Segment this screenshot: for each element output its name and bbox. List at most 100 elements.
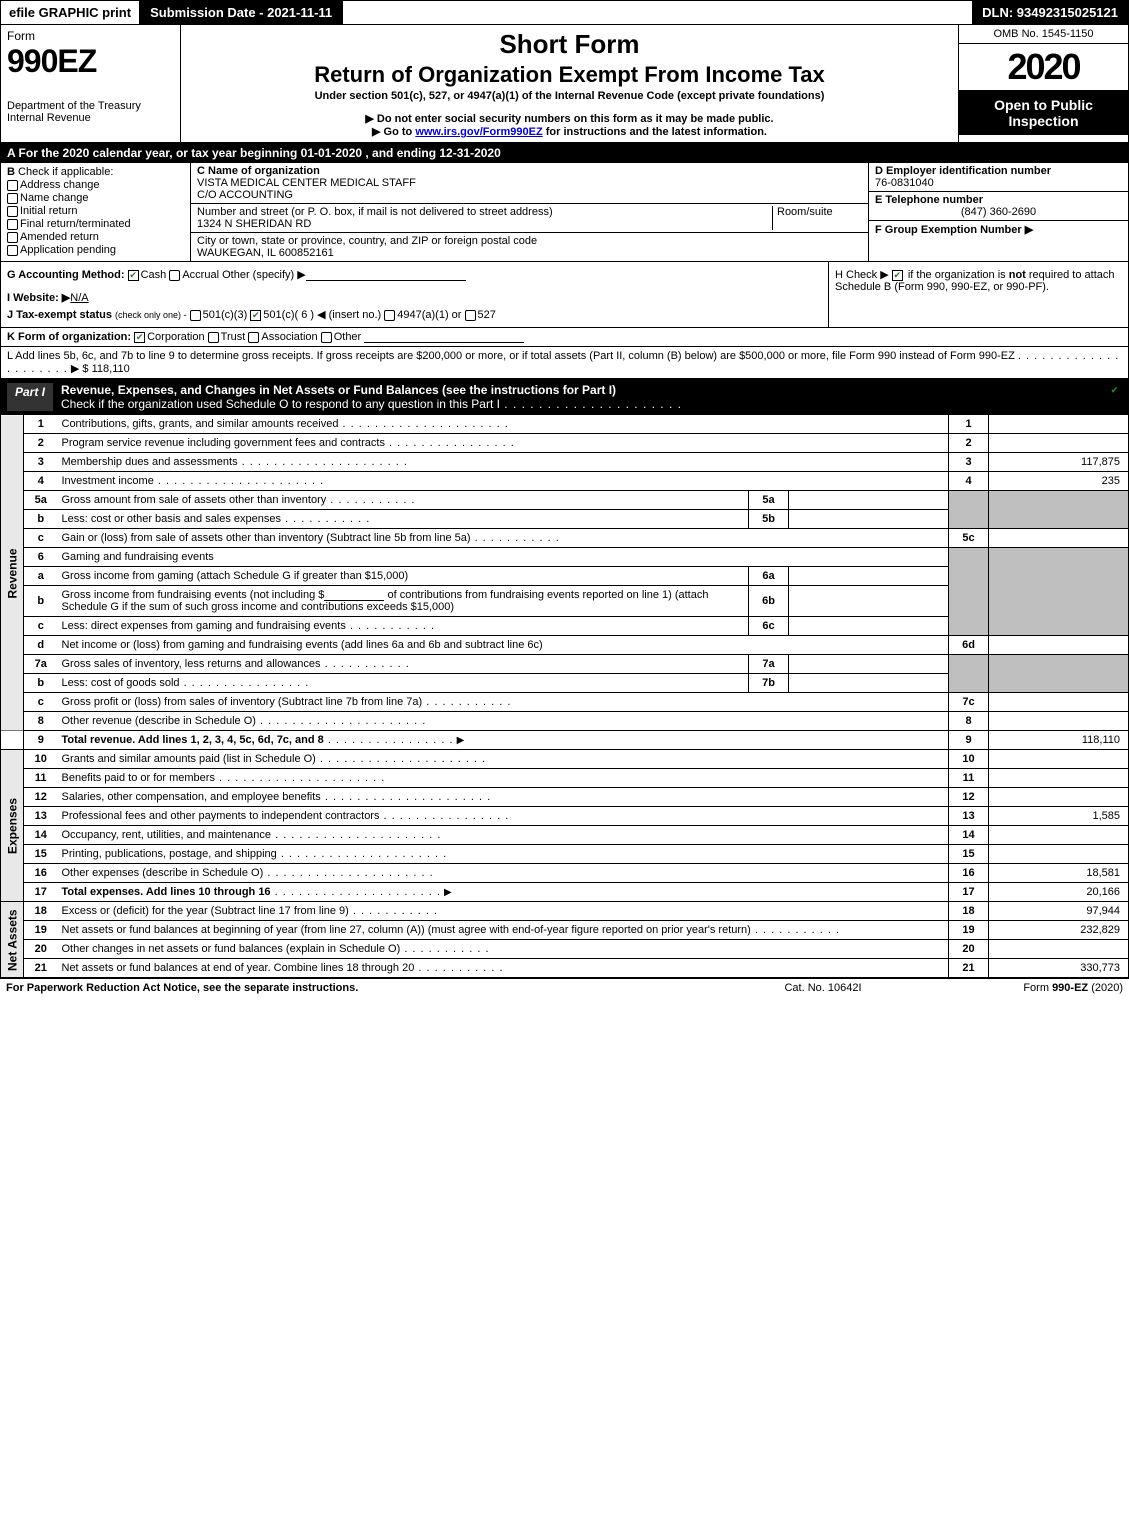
- k-assoc-box[interactable]: [248, 332, 259, 343]
- line-2-desc: Program service revenue including govern…: [62, 437, 385, 449]
- k-trust-box[interactable]: [208, 332, 219, 343]
- line-13-num: 13: [24, 807, 58, 826]
- j-4947: 4947(a)(1) or: [397, 309, 461, 321]
- j-501c-box[interactable]: [250, 310, 261, 321]
- line-2-amt: [989, 434, 1129, 453]
- line-19-amt: 232,829: [989, 921, 1129, 940]
- line-14-num: 14: [24, 826, 58, 845]
- line-5a-sub: 5a: [749, 491, 789, 510]
- sidelabel-revenue: Revenue: [1, 415, 24, 731]
- b-opt-application-pending[interactable]: Application pending: [7, 244, 184, 256]
- line-17-desc: Total expenses. Add lines 10 through 16: [62, 886, 271, 898]
- line-7a-num: 7a: [24, 655, 58, 674]
- line-19: 19 Net assets or fund balances at beginn…: [1, 921, 1129, 940]
- h-text2: if the organization is: [908, 269, 1009, 281]
- header-right: OMB No. 1545-1150 2020 Open to Public In…: [958, 25, 1128, 142]
- b-opt-amended-return[interactable]: Amended return: [7, 231, 184, 243]
- b-opt-initial-return[interactable]: Initial return: [7, 205, 184, 217]
- b-opt-final-return[interactable]: Final return/terminated: [7, 218, 184, 230]
- line-6a-subval: [789, 567, 949, 586]
- j-527: 527: [478, 309, 496, 321]
- under-section: Under section 501(c), 527, or 4947(a)(1)…: [187, 90, 952, 102]
- k-corp-box[interactable]: [134, 332, 145, 343]
- line-18-desc: Excess or (deficit) for the year (Subtra…: [62, 905, 349, 917]
- line-6a-sub: 6a: [749, 567, 789, 586]
- g-other-blank[interactable]: [306, 280, 466, 281]
- line-3-code: 3: [949, 453, 989, 472]
- k-other-blank[interactable]: [364, 342, 524, 343]
- line-7b-desc: Less: cost of goods sold: [62, 677, 180, 689]
- line-17-code: 17: [949, 883, 989, 902]
- line-4-amt: 235: [989, 472, 1129, 491]
- j-4947-box[interactable]: [384, 310, 395, 321]
- goto-link[interactable]: www.irs.gov/Form990EZ: [415, 126, 542, 138]
- line-1-num: 1: [24, 415, 58, 434]
- line-7c: c Gross profit or (loss) from sales of i…: [1, 693, 1129, 712]
- submission-date-button[interactable]: Submission Date - 2021-11-11: [140, 1, 343, 24]
- line-11-num: 11: [24, 769, 58, 788]
- line-5ab-grey: [949, 491, 989, 529]
- efile-print-button[interactable]: efile GRAPHIC print: [1, 1, 140, 24]
- line-5c-desc: Gain or (loss) from sale of assets other…: [62, 532, 471, 544]
- line-12-desc: Salaries, other compensation, and employ…: [62, 791, 321, 803]
- line-16-num: 16: [24, 864, 58, 883]
- line-6b-sub: 6b: [749, 586, 789, 617]
- part-1-badge: Part I: [7, 383, 53, 411]
- g-cash-checkbox[interactable]: [128, 270, 139, 281]
- f-label: F Group Exemption Number ▶: [875, 224, 1033, 236]
- g-cash: Cash: [141, 269, 167, 281]
- line-12: 12 Salaries, other compensation, and emp…: [1, 788, 1129, 807]
- line-16-amt: 18,581: [989, 864, 1129, 883]
- line-5c-code: 5c: [949, 529, 989, 548]
- line-20-amt: [989, 940, 1129, 959]
- row-h: H Check ▶ if the organization is not req…: [828, 262, 1128, 327]
- j-sub: (check only one) -: [115, 310, 187, 320]
- line-7c-code: 7c: [949, 693, 989, 712]
- j-501c3-box[interactable]: [190, 310, 201, 321]
- line-9-desc: Total revenue. Add lines 1, 2, 3, 4, 5c,…: [62, 734, 324, 746]
- part-1-subtitle: Check if the organization used Schedule …: [61, 397, 500, 411]
- column-c: C Name of organization VISTA MEDICAL CEN…: [191, 163, 868, 261]
- line-6: 6 Gaming and fundraising events: [1, 548, 1129, 567]
- org-co: C/O ACCOUNTING: [197, 189, 862, 201]
- line-3-amt: 117,875: [989, 453, 1129, 472]
- form-header: Form 990EZ Department of the Treasury In…: [0, 25, 1129, 143]
- line-2-code: 2: [949, 434, 989, 453]
- b-opt-name-change[interactable]: Name change: [7, 192, 184, 204]
- g-accrual-checkbox[interactable]: [169, 270, 180, 281]
- k-trust: Trust: [221, 331, 246, 343]
- line-6c-sub: 6c: [749, 617, 789, 636]
- footer-left: For Paperwork Reduction Act Notice, see …: [6, 982, 723, 994]
- k-other-box[interactable]: [321, 332, 332, 343]
- line-11: 11 Benefits paid to or for members 11: [1, 769, 1129, 788]
- b-opt-address-change[interactable]: Address change: [7, 179, 184, 191]
- header-left: Form 990EZ Department of the Treasury In…: [1, 25, 181, 142]
- k-other: Other: [334, 331, 362, 343]
- line-20-code: 20: [949, 940, 989, 959]
- line-6a-desc: Gross income from gaming (attach Schedul…: [62, 570, 409, 582]
- line-21-num: 21: [24, 959, 58, 978]
- line-1-desc: Contributions, gifts, grants, and simila…: [62, 418, 339, 430]
- line-1: Revenue 1 Contributions, gifts, grants, …: [1, 415, 1129, 434]
- line-6c-subval: [789, 617, 949, 636]
- line-3: 3 Membership dues and assessments 3 117,…: [1, 453, 1129, 472]
- line-5a: 5a Gross amount from sale of assets othe…: [1, 491, 1129, 510]
- return-title: Return of Organization Exempt From Incom…: [187, 62, 952, 88]
- j-527-box[interactable]: [465, 310, 476, 321]
- part-1-schedule-o-checkbox[interactable]: [1109, 385, 1120, 396]
- line-5a-subval: [789, 491, 949, 510]
- line-19-num: 19: [24, 921, 58, 940]
- line-5b-sub: 5b: [749, 510, 789, 529]
- d-label: D Employer identification number: [875, 165, 1051, 177]
- line-5a-desc: Gross amount from sale of assets other t…: [62, 494, 327, 506]
- street-address: 1324 N SHERIDAN RD: [197, 218, 772, 230]
- lines-table: Revenue 1 Contributions, gifts, grants, …: [0, 415, 1129, 978]
- j-501c3: 501(c)(3): [203, 309, 248, 321]
- room-suite-label: Room/suite: [777, 206, 862, 218]
- line-12-num: 12: [24, 788, 58, 807]
- line-6c-num: c: [24, 617, 58, 636]
- line-2: 2 Program service revenue including gove…: [1, 434, 1129, 453]
- b-label: B: [7, 166, 15, 178]
- h-checkbox[interactable]: [892, 270, 903, 281]
- goto-pre: ▶ Go to: [372, 126, 415, 138]
